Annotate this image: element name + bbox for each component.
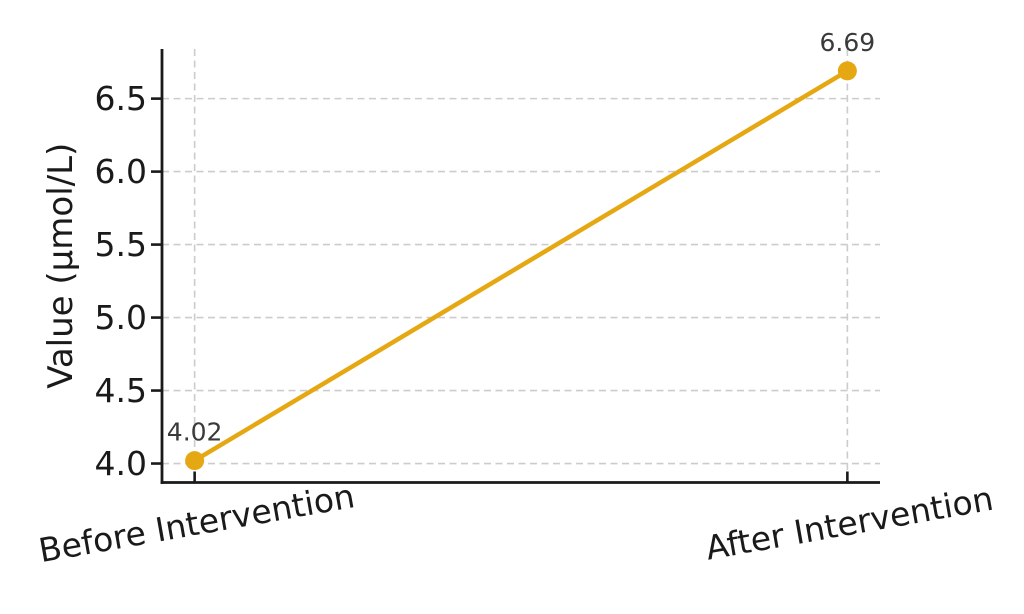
data-line — [192, 68, 850, 463]
data-point — [837, 61, 857, 81]
y-axis-label: Value (µmol/L) — [41, 143, 81, 389]
data-point-label: 6.69 — [820, 28, 876, 57]
y-tick-label: 5.0 — [95, 298, 147, 337]
y-tick-label: 5.5 — [95, 225, 147, 264]
y-tick-label: 6.0 — [95, 152, 147, 191]
y-tick-label: 6.5 — [95, 79, 147, 118]
y-tick-label: 4.0 — [95, 444, 147, 483]
y-tick-label: 4.5 — [95, 371, 147, 410]
data-point — [185, 451, 205, 471]
data-point-label: 4.02 — [167, 418, 223, 447]
